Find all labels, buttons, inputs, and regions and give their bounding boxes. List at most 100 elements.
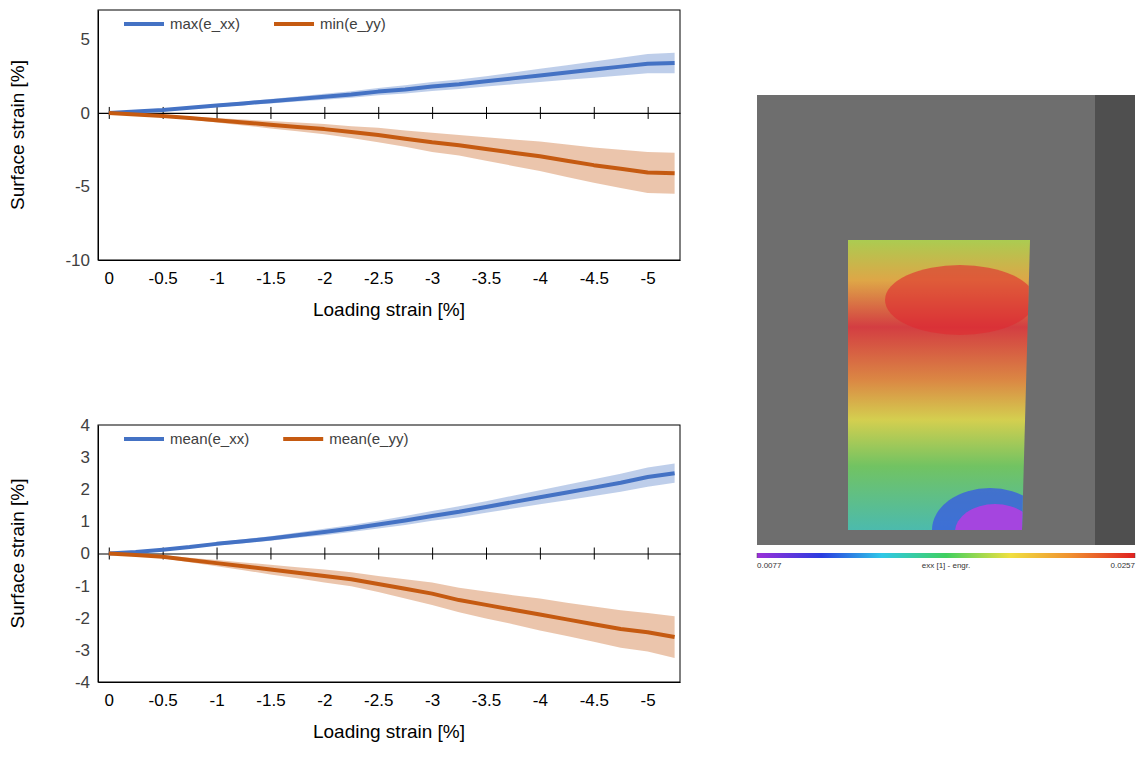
y-tick-label: -1 [75,577,90,596]
y-tick: 4 [81,416,98,435]
x-tick-mark [648,548,649,560]
x-tick-mark [486,107,487,119]
error-band [109,53,675,113]
line-chart: -4-3-2-1012340-0.5-1-1.5-2-2.5-3-3.5-4-4… [7,416,681,742]
legend: max(e_xx) min(e_yy) [124,15,386,32]
legend-swatch [283,437,323,441]
x-tick [432,107,433,119]
y-axis: -10 -5 0 5 [65,11,98,270]
y-tick-label: 3 [81,448,90,467]
x-tick-label: -5 [641,691,656,710]
x-tick-label-group: -1 [209,260,224,288]
x-tick-label-group: -1.5 [256,260,285,288]
error-band [109,113,675,194]
x-tick-label: -5 [641,269,656,288]
x-tick-label: -4 [533,269,548,288]
y-axis: -4-3-2-101234 [75,416,99,692]
legend-swatch [274,22,314,26]
x-tick-label-group: -4.5 [580,260,609,288]
legend-item: min(e_yy) [274,15,386,32]
y-tick-label: -3 [75,641,90,660]
error-band [109,464,675,554]
x-tick-label-group: -4.5 [580,682,609,710]
x-tick-mark [217,548,218,560]
y-tick-label: -2 [75,609,90,628]
y-tick: 5 [81,30,98,49]
x-tick [270,107,271,119]
y-tick-label: 0 [81,544,90,563]
legend-item: mean(e_xx) [124,430,249,447]
y-tick: 2 [81,480,98,499]
x-tick-label: -2 [317,269,332,288]
x-tick-mark [378,548,379,560]
hotspot [955,504,1035,560]
x-tick [378,548,379,560]
y-tick-label: 2 [81,480,90,499]
x-tick-label: -4.5 [580,269,609,288]
line-chart: -10-5050-0.5-1-1.5-2-2.5-3-3.5-4-4.5-5ma… [7,10,681,320]
x-axis: 0-0.5-1-1.5-2-2.5-3-3.5-4-4.5-5 [99,260,681,288]
legend-item: mean(e_yy) [283,430,408,447]
x-tick-label-group: -2 [317,682,332,710]
x-tick-mark [432,548,433,560]
x-tick [270,548,271,560]
y-tick: 3 [81,448,98,467]
legend-swatch [124,22,164,26]
legend-item: max(e_xx) [124,15,240,32]
x-tick-mark [324,107,325,119]
x-tick-label-group: -4 [533,260,548,288]
x-tick-label: -3.5 [472,691,501,710]
colorbar-tick-label: 0.0257 [1111,561,1136,570]
x-tick-label: -1.5 [256,269,285,288]
colorbar-label: exx [1] - engr. [922,561,970,570]
x-tick-label: -1 [209,269,224,288]
x-tick-label-group: -1.5 [256,682,285,710]
y-tick-label: 4 [81,416,90,435]
x-axis: 0-0.5-1-1.5-2-2.5-3-3.5-4-4.5-5 [99,682,681,710]
y-tick-label: -4 [75,673,90,692]
strain-map: 0.00770.0257exx [1] - engr. [757,95,1136,572]
y-tick-label: 0 [81,104,90,123]
x-tick-label-group: -1 [209,682,224,710]
x-tick-label: -0.5 [149,269,178,288]
x-tick-label: -1.5 [256,691,285,710]
x-tick-label-group: 0 [105,260,114,288]
x-tick-label: -3 [425,691,440,710]
x-tick-mark [378,107,379,119]
x-tick-label-group: -5 [641,260,656,288]
x-tick-mark [540,107,541,119]
x-tick [648,107,649,119]
hotspot [932,488,1048,572]
x-tick [540,548,541,560]
y-tick: -3 [75,641,98,660]
x-tick [324,107,325,119]
y-axis-title: Surface strain [%] [7,60,28,210]
legend-label: mean(e_xx) [170,430,249,447]
x-tick-label-group: -2.5 [364,260,393,288]
x-tick-label: 0 [105,691,114,710]
x-tick [324,548,325,560]
x-axis-line [99,113,681,114]
x-tick [378,107,379,119]
specimen-photo [757,95,1135,545]
x-tick-label: -2.5 [364,691,393,710]
x-tick-label: -0.5 [149,691,178,710]
x-tick-mark [432,107,433,119]
y-tick-label: -5 [75,177,90,196]
y-axis-title: Surface strain [%] [7,479,28,629]
legend-label: min(e_yy) [320,15,386,32]
x-tick [486,107,487,119]
y-tick: -10 [65,251,98,270]
y-axis-line [98,11,99,261]
x-axis-bottom-line [99,682,681,683]
x-tick-label-group: -3.5 [472,260,501,288]
x-tick [540,107,541,119]
plot-area [109,53,675,194]
x-tick [594,548,595,560]
y-tick: 0 [81,104,98,123]
x-tick-label-group: -0.5 [149,682,178,710]
colorbar-tick [1135,553,1136,558]
colorbar-tick [757,553,758,558]
series-line [109,113,675,173]
series-line [109,554,675,638]
